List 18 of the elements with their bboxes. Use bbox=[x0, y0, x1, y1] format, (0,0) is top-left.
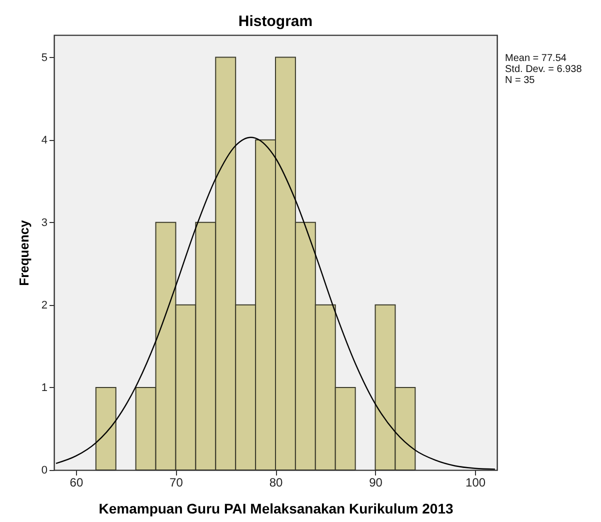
text: Std. Dev. = 6.938 bbox=[505, 64, 582, 75]
y-tick-label: 0 bbox=[41, 464, 48, 476]
x-tick-label: 90 bbox=[369, 476, 383, 490]
text: N = 35 bbox=[505, 75, 536, 86]
text: Mean = 77.54 bbox=[505, 53, 567, 64]
line-series bbox=[55, 136, 496, 470]
y-tick-label: 2 bbox=[41, 299, 48, 312]
y-axis-title: Frequency bbox=[16, 219, 32, 286]
x-tick-label: 70 bbox=[170, 476, 184, 490]
chart-title: Histogram bbox=[238, 13, 313, 30]
y-tick-label: 5 bbox=[41, 52, 48, 64]
x-tick-label: 60 bbox=[70, 476, 84, 490]
y-tick-label: 4 bbox=[41, 134, 48, 146]
x-tick-label: 100 bbox=[466, 476, 486, 490]
y-tick-label: 1 bbox=[41, 382, 48, 394]
x-tick-label: 80 bbox=[269, 476, 283, 490]
y-tick-label: 3 bbox=[41, 216, 48, 229]
x-axis-title: Kemampuan Guru PAI Melaksanakan Kurikulum 2013 bbox=[98, 500, 454, 516]
